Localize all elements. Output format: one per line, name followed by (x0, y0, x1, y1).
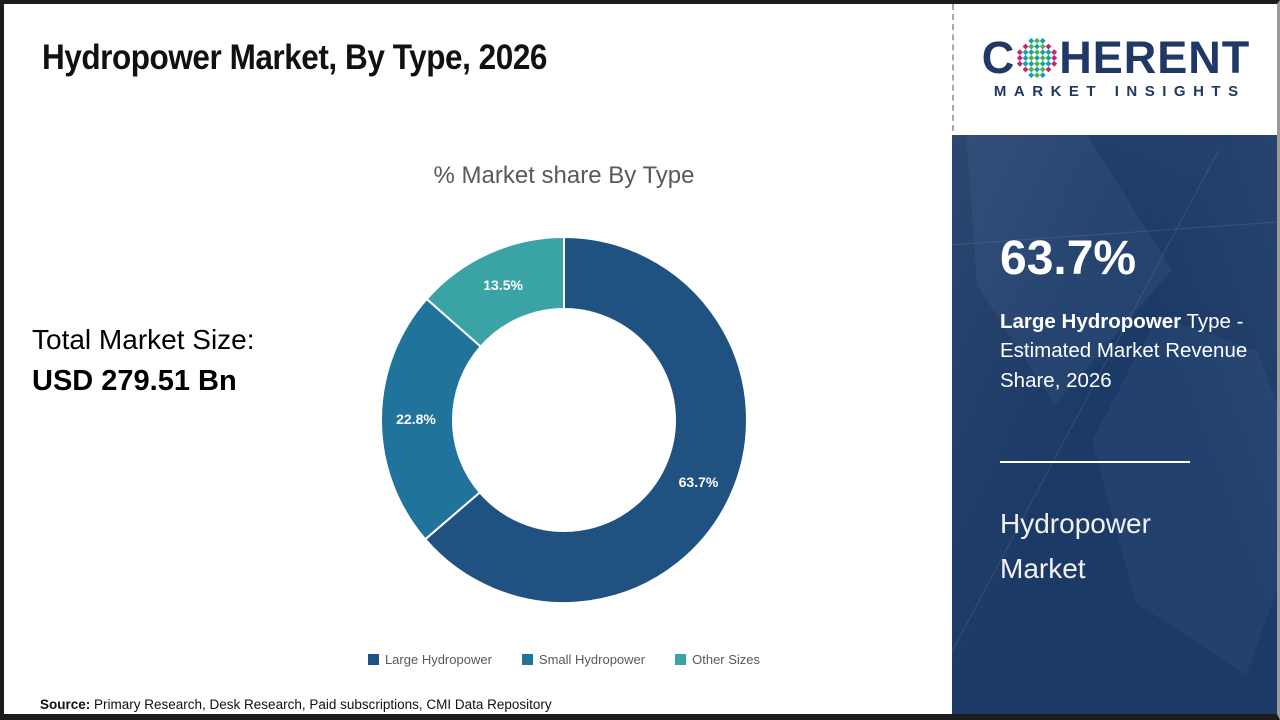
donut-chart: 63.7% 22.8% 13.5% (380, 235, 748, 604)
stat-description: Large Hydropower Type - Estimated Market… (1000, 307, 1252, 395)
legend-label: Small Hydropower (538, 652, 646, 667)
stat-description-rest: Type - Estimated Market Revenue Share, 2… (1000, 310, 1248, 392)
donut-slice-1[interactable] (423, 235, 748, 604)
stat-description-bold: Large Hydropower (1000, 310, 1182, 333)
legend-swatch-icon (675, 654, 687, 665)
slice-label: 13.5% (483, 277, 523, 293)
total-market-size-label: Total Market Size: (32, 324, 255, 355)
source-text: Primary Research, Desk Research, Paid su… (90, 697, 552, 712)
sidebar-market-title: Hydropower Market (1000, 508, 1151, 585)
legend-swatch-icon (521, 654, 533, 665)
legend-label: Other Sizes (692, 652, 761, 667)
total-market-size-value: USD 279.51 Bn (32, 365, 237, 397)
logo-word-start: C (981, 32, 1016, 83)
sidebar: 63.7% Large Hydropower Type - Estimated … (952, 135, 1277, 714)
divider-line (1000, 461, 1190, 463)
logo: C HERENT MARKET INSIGHTS (952, 4, 1277, 131)
legend-item[interactable]: Large Hydropower (367, 652, 492, 667)
dotted-globe-icon (1017, 37, 1058, 78)
logo-subtitle: MARKET INSIGHTS (993, 83, 1246, 100)
slice-label: 63.7% (679, 474, 719, 490)
legend-item[interactable]: Small Hydropower (521, 652, 646, 667)
total-market-size: Total Market Size: USD 279.51 Bn (32, 324, 255, 398)
chart-title: % Market share By Type (433, 162, 695, 189)
page-title: Hydropower Market, By Type, 2026 (42, 38, 547, 77)
chart-legend: Large Hydropower Small Hydropower Other Si… (244, 652, 884, 667)
donut-slice-2[interactable] (380, 297, 483, 541)
slice-label: 22.8% (396, 411, 436, 427)
legend-item[interactable]: Other Sizes (675, 652, 760, 667)
legend-swatch-icon (367, 654, 379, 665)
source-label: Source: (40, 697, 91, 712)
logo-word-end: HERENT (1059, 32, 1251, 83)
donut-slice-3[interactable] (425, 235, 565, 349)
source-note: Source: Primary Research, Desk Research,… (40, 697, 552, 712)
logo-wordmark: C HERENT (982, 35, 1251, 80)
stat-value: 63.7% (1000, 232, 1137, 285)
legend-label: Large Hydropower (384, 652, 492, 667)
